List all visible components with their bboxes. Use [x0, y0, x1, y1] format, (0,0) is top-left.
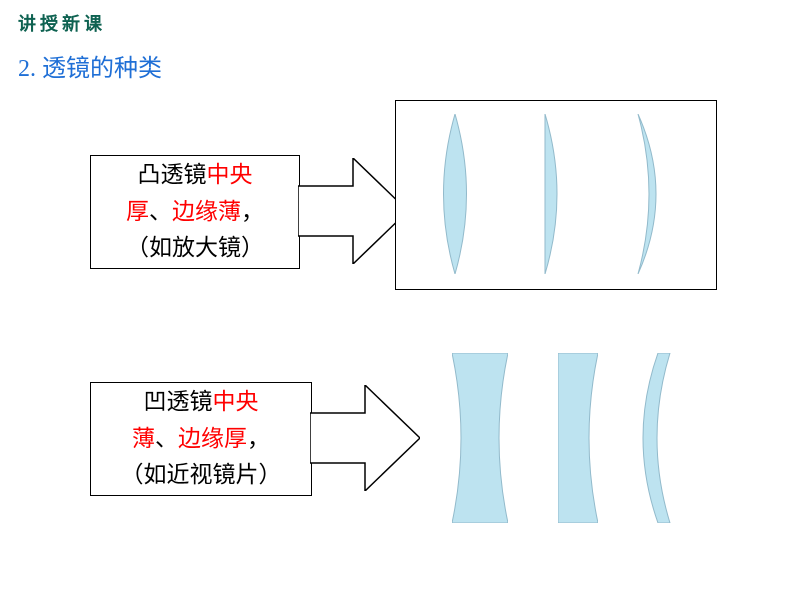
text: ， — [241, 199, 264, 224]
planoconvex-lens-icon — [541, 114, 569, 274]
text: 凸透镜 — [138, 162, 207, 187]
text: （如近视镜片） — [121, 462, 282, 487]
biconcave-lens-icon — [452, 353, 508, 523]
text: 边缘薄 — [172, 199, 241, 224]
meniscus-concave-lens-icon — [640, 353, 684, 523]
concave-lens-description-box: 凹透镜中央 薄、边缘厚， （如近视镜片） — [90, 382, 312, 496]
planoconcave-lens-icon — [558, 353, 598, 523]
text: 厚 — [126, 199, 149, 224]
convex-line-2: 厚、边缘薄， — [126, 194, 264, 231]
section-title: 2. 透镜的种类 — [18, 48, 162, 83]
concave-arrow-icon — [310, 385, 420, 491]
text: 、 — [149, 199, 172, 224]
meniscus-convex-lens-icon — [626, 114, 674, 274]
convex-lens-description-box: 凸透镜中央 厚、边缘薄， （如放大镜） — [90, 155, 300, 269]
text: ， — [247, 426, 270, 451]
text: 薄 — [132, 426, 155, 451]
slide: 讲授新课 2. 透镜的种类 凸透镜中央 厚、边缘薄， （如放大镜） 凹透镜中央 — [0, 0, 794, 596]
text: （如放大镜） — [126, 235, 264, 260]
text: 边缘厚 — [178, 426, 247, 451]
concave-line-3: （如近视镜片） — [121, 457, 282, 494]
text: 、 — [155, 426, 178, 451]
text: 凹透镜 — [144, 389, 213, 414]
convex-line-1: 凸透镜中央 — [138, 157, 253, 194]
slide-header: 讲授新课 — [18, 10, 106, 36]
convex-line-3: （如放大镜） — [126, 230, 264, 267]
section-number: 2. — [18, 56, 36, 82]
concave-line-1: 凹透镜中央 — [144, 384, 259, 421]
concave-line-2: 薄、边缘厚， — [132, 421, 270, 458]
section-text: 透镜的种类 — [42, 56, 162, 82]
text: 中央 — [213, 389, 259, 414]
text: 中央 — [207, 162, 253, 187]
biconvex-lens-icon — [432, 114, 478, 274]
convex-arrow-icon — [298, 158, 408, 264]
